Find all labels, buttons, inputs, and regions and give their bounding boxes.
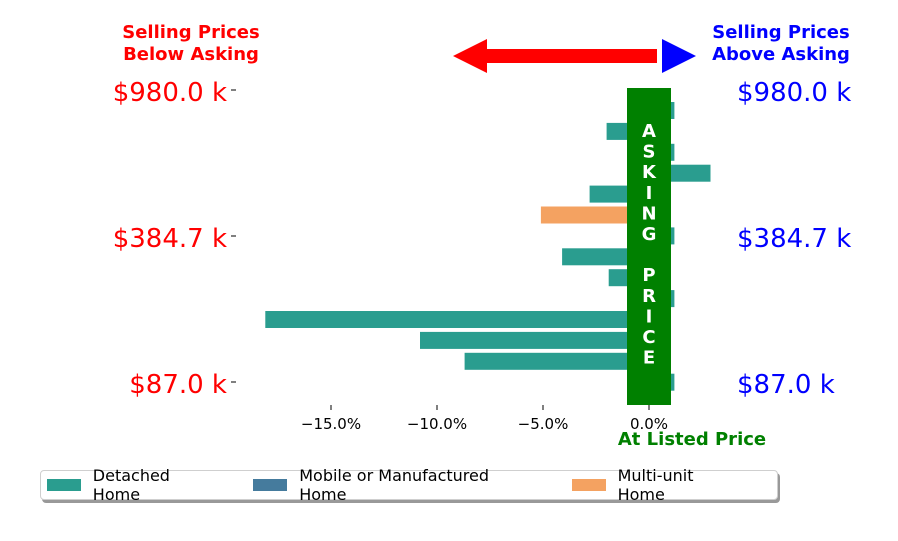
at-listed-price-label: At Listed Price xyxy=(618,429,766,450)
band-letter-0: A xyxy=(642,121,656,142)
legend-swatch-mobile xyxy=(253,479,288,491)
band-letter-4: N xyxy=(641,203,656,224)
price-label-left-bottom: $87.0 k xyxy=(129,370,227,400)
x-tick-label-1: −10.0% xyxy=(407,415,467,433)
legend: Detached Home Mobile or Manufactured Hom… xyxy=(40,466,778,504)
price-label-left-top: $980.0 k xyxy=(113,78,227,108)
chart-canvas: Selling Prices Below Asking Selling Pric… xyxy=(113,22,852,450)
legend-item-multiunit: Multi-unit Home xyxy=(571,466,745,504)
x-tick-label-2: −5.0% xyxy=(518,415,569,433)
band-letter-5: G xyxy=(642,224,657,245)
legend-label-mobile: Mobile or Manufactured Home xyxy=(299,466,490,504)
x-tick-label-0: −15.0% xyxy=(301,415,361,433)
above-asking-title-line1: Selling Prices xyxy=(712,22,849,43)
bar-10 xyxy=(265,311,649,328)
above-asking-title-line2: Above Asking xyxy=(712,44,850,65)
band-letter-11: E xyxy=(643,348,655,369)
price-label-right-bottom: $87.0 k xyxy=(737,370,835,400)
band-letter-1: S xyxy=(643,142,656,163)
legend-swatch-detached xyxy=(47,479,81,491)
legend-item-detached: Detached Home xyxy=(47,466,221,504)
band-letter-9: I xyxy=(646,306,653,327)
legend-label-detached: Detached Home xyxy=(92,466,170,504)
band-letter-2: K xyxy=(642,162,657,183)
band-letter-7: P xyxy=(642,265,655,286)
band-letter-8: R xyxy=(642,286,656,307)
x-tick-label-3: 0.0% xyxy=(630,415,668,433)
band-letter-10: C xyxy=(642,327,655,348)
below-asking-title-line1: Selling Prices xyxy=(122,22,259,43)
x-axis: −15.0% −10.0% −5.0% 0.0% xyxy=(301,405,668,433)
above-asking-arrow xyxy=(662,39,696,73)
legend-swatch-multiunit xyxy=(571,479,606,491)
price-label-right-top: $980.0 k xyxy=(737,78,851,108)
asking-price-band xyxy=(627,88,671,405)
bar-5 xyxy=(540,206,649,224)
legend-label-multiunit: Multi-unit Home xyxy=(617,466,694,504)
bar-11 xyxy=(420,331,649,349)
band-letter-3: I xyxy=(646,183,653,204)
bar-12 xyxy=(464,352,649,370)
below-asking-arrow xyxy=(453,39,657,73)
price-label-right-mid: $384.7 k xyxy=(737,224,851,254)
legend-item-mobile: Mobile or Manufactured Home xyxy=(253,466,539,504)
below-asking-title-line2: Below Asking xyxy=(123,44,259,65)
price-label-left-mid: $384.7 k xyxy=(113,224,227,254)
